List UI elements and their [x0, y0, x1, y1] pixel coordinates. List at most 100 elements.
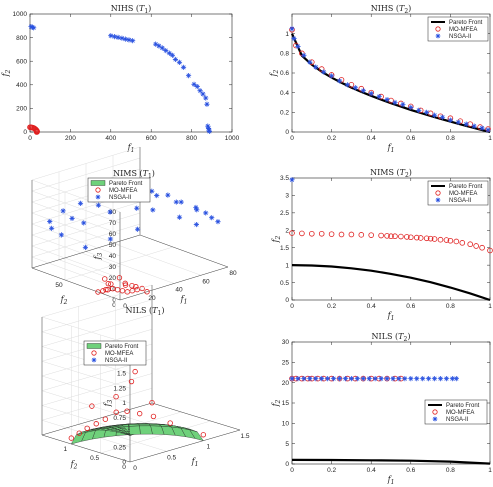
panel-title: NIHS (T1): [111, 4, 152, 15]
mo-mfea-point: [299, 230, 305, 237]
grid-line: [31, 212, 121, 246]
x-tick-label: 0.8: [446, 467, 455, 474]
nsga-ii-point: [31, 25, 37, 31]
nsga-ii-point: [307, 59, 313, 65]
nsga-ii-point: [443, 376, 450, 382]
pareto-front-surface: [70, 423, 204, 445]
legend-label: MO-MFEA: [446, 410, 474, 416]
nsga-ii-point: [122, 36, 128, 42]
x-tick-label: 0: [290, 135, 294, 142]
nsga-ii-point: [447, 117, 453, 123]
z-tick-label: 1: [122, 400, 126, 407]
nsga-ii-point: [173, 199, 179, 205]
y-tick-label: 200: [16, 106, 27, 113]
grid-line: [58, 259, 148, 292]
nsga-ii-point: [165, 192, 171, 198]
x-tick-label: 80: [229, 270, 237, 277]
mo-mfea-point: [102, 276, 108, 282]
legend-label: Pareto Front: [449, 184, 483, 190]
y-tick-label: 3: [285, 193, 289, 200]
y-tick-label: 2.5: [280, 210, 289, 217]
nsga-ii-point: [289, 376, 295, 382]
mo-mfea-point: [124, 289, 131, 295]
y-tick-label: 3.5: [280, 175, 289, 182]
nsga-ii-point: [178, 199, 184, 205]
y-tick-label: 1.5: [280, 245, 289, 252]
y-tick-label: 15: [282, 400, 290, 407]
legend-label: NSGA-II: [449, 34, 472, 40]
x-tick-label: 800: [186, 135, 197, 142]
x-axis-label: f1: [387, 311, 395, 322]
mo-mfea-point: [150, 413, 157, 420]
y-tick-label: 50: [55, 282, 63, 289]
mo-mfea-point: [431, 236, 438, 242]
nsga-ii-point: [463, 121, 469, 127]
nsga-ii-point: [60, 208, 66, 214]
nsga-ii-point: [295, 43, 301, 50]
nsga-ii-point: [336, 78, 343, 84]
nsga-ii-point: [289, 26, 295, 32]
nsga-ii-point: [159, 45, 165, 51]
panel-3: 0 0.2 0.4 0.6 0.8 1 0 0.5 1 1.5 2 2.5 3 3.5 NIMS (T2) f…: [271, 168, 493, 322]
legend-swatch-circle: [432, 409, 438, 415]
nsga-ii-point: [206, 127, 212, 133]
y-tick-label: 25: [282, 360, 290, 367]
legend-label: NSGA-II: [105, 358, 128, 364]
nsga-ii-point: [185, 72, 192, 79]
nsga-ii-point: [95, 202, 101, 208]
nsga-ii-point: [153, 41, 159, 47]
mo-mfea-point: [358, 85, 365, 92]
z-tick-label: 0: [122, 459, 126, 466]
x-tick-label: 0.2: [327, 303, 336, 310]
mo-mfea-point: [122, 282, 129, 288]
grid-line: [31, 256, 121, 290]
axis-edge: [41, 402, 153, 436]
panel-title: NIMS (T1): [113, 169, 155, 180]
mo-mfea-point: [102, 416, 109, 422]
legend-swatch-star: [435, 33, 441, 39]
nsga-ii-point: [169, 52, 176, 58]
nsga-ii-point: [194, 83, 200, 90]
grid-line: [64, 246, 174, 281]
nsga-ii-point: [156, 43, 162, 49]
grid-line: [31, 201, 121, 235]
mo-mfea-point: [318, 66, 325, 72]
y-tick-label: 10: [282, 421, 290, 428]
nsga-ii-point: [205, 123, 211, 129]
y-tick-label: 0.4: [280, 90, 289, 97]
y-tick-label: 5: [285, 441, 289, 448]
nsga-ii-point: [180, 64, 187, 70]
x-axis-label: f1: [387, 475, 395, 486]
mo-mfea-point: [119, 288, 126, 294]
mo-mfea-point: [124, 408, 130, 414]
x-tick-label: 0.6: [406, 303, 415, 310]
mo-mfea-point: [437, 236, 444, 243]
surface-patch: [139, 425, 153, 435]
plot-area: [289, 26, 491, 134]
grid-line: [100, 420, 211, 454]
panel-0: 0 200 400 600 800 1000 0 200 400 600 800 1000 NIHS (…: [1, 4, 240, 154]
nsga-ii-point: [200, 91, 206, 97]
x-tick-label: 1: [488, 467, 492, 474]
nsga-ii-point: [135, 226, 141, 232]
mo-mfea-point: [413, 234, 420, 241]
grid-line: [78, 424, 167, 452]
z-tick-label: 40: [109, 253, 117, 260]
nsga-ii-point: [313, 376, 319, 382]
nsga-ii-point: [197, 88, 203, 94]
mo-mfea-point: [133, 284, 139, 290]
z-tick-label: 1.5: [117, 371, 126, 378]
z-axis-label: f3: [93, 252, 104, 260]
mo-mfea-point: [308, 230, 315, 237]
nsga-ii-point: [191, 81, 197, 87]
nsga-ii-point: [431, 376, 438, 382]
nsga-ii-point: [69, 215, 75, 222]
nsga-ii-point: [449, 376, 455, 382]
grid-line: [85, 251, 175, 284]
y-tick-label: 1: [285, 262, 289, 269]
mo-mfea-point: [467, 241, 474, 248]
mo-mfea-point: [109, 285, 116, 292]
axis-edge: [129, 429, 241, 463]
